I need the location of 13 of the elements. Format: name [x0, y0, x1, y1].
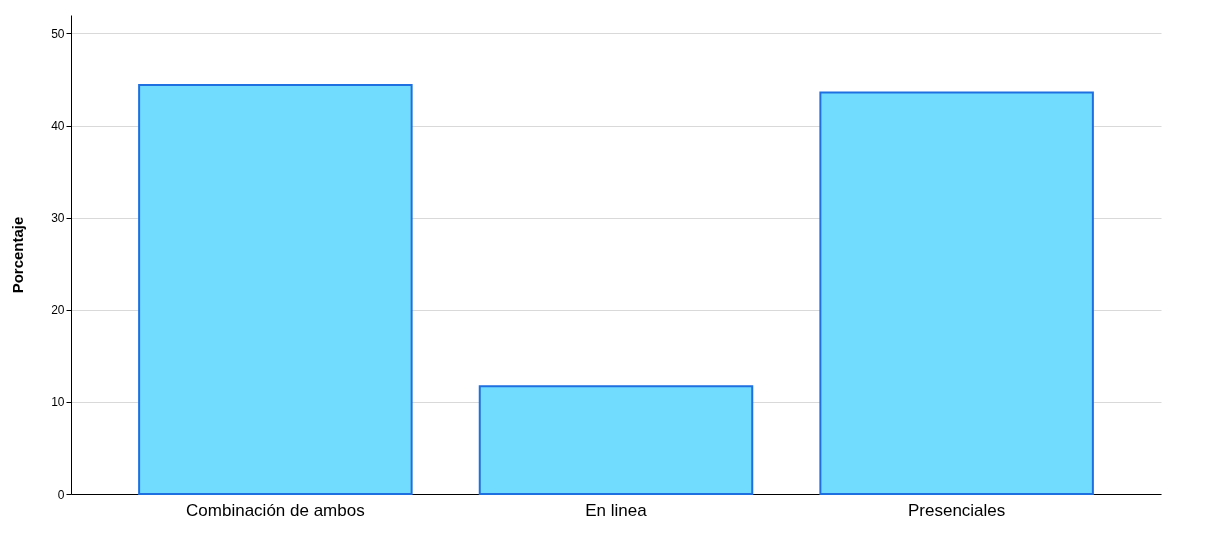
bar — [478, 385, 754, 495]
y-tick-label: 40 — [51, 119, 65, 134]
y-tick-label: 30 — [51, 211, 65, 226]
y-tick-label: 0 — [57, 487, 65, 502]
x-tick-label: Presenciales — [907, 500, 1006, 520]
y-tick-label: 10 — [51, 395, 65, 410]
y-axis-title: Porcentaje — [9, 216, 27, 294]
y-tick-label: 20 — [51, 303, 65, 318]
bar — [138, 84, 413, 495]
x-tick-label: En linea — [585, 500, 648, 520]
y-tick-label: 50 — [51, 26, 65, 41]
bar — [819, 91, 1094, 495]
x-tick-label: Combinación de ambos — [186, 500, 365, 520]
